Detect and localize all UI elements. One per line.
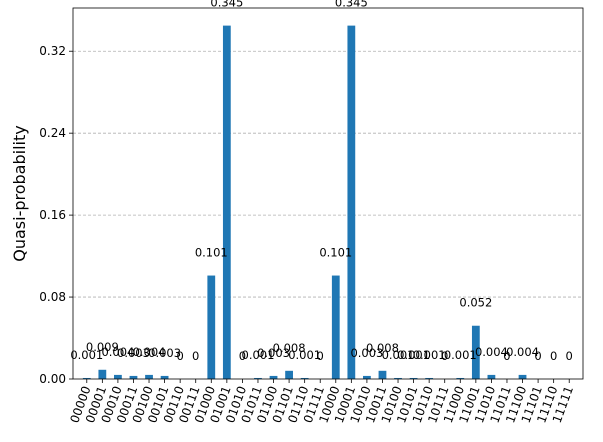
bars [82, 25, 527, 380]
y-tick-label: 0.16 [39, 208, 66, 222]
plot-frame [72, 7, 584, 380]
bar-00011 [129, 375, 138, 379]
bar-value-label-01011: 0.001 [242, 348, 275, 362]
bar-value-label-10101: 0.001 [397, 348, 430, 362]
bar-value-label-01111: 0 [317, 349, 324, 363]
bar-value-label-00101: 0.003 [148, 346, 181, 360]
bar-value-label-00010: 0.004 [101, 345, 134, 359]
bar-11010 [487, 374, 496, 379]
y-tick-label: 0.24 [39, 126, 66, 140]
bar-value-label-01100: 0.003 [257, 346, 290, 360]
bar-10101 [409, 377, 418, 379]
bar-value-label-11010: 0.004 [475, 345, 508, 359]
bar-value-label-00111: 0 [192, 349, 199, 363]
y-axis-label: Quasi-probability [10, 125, 29, 261]
bar-value-label-11110: 0 [550, 349, 557, 363]
bar-00010 [114, 374, 122, 379]
bar-10110 [425, 377, 434, 379]
bar-10010 [363, 375, 371, 379]
bar-value-label-10001: 0.345 [335, 0, 368, 10]
bar-value-label-01101: 0.008 [273, 341, 306, 355]
bar-value-label-00011: 0.003 [117, 346, 150, 360]
bar-value-label-00100: 0.004 [133, 345, 166, 359]
bar-00000 [82, 377, 91, 379]
bar-value-label-01010: 0 [239, 349, 246, 363]
bar-10000 [331, 275, 340, 379]
bar-value-label-11111: 0 [566, 349, 573, 363]
bar-value-label-11100: 0.004 [506, 345, 539, 359]
bar-value-label-10010: 0.003 [350, 346, 383, 360]
bar-11000 [456, 377, 465, 379]
bar-01100 [269, 375, 278, 379]
bar-value-label-00110: 0 [176, 349, 183, 363]
bar-00100 [145, 374, 153, 379]
bar-11001 [471, 325, 480, 379]
bar-10001 [347, 25, 356, 380]
bar-00001 [98, 369, 107, 379]
bar-value-label-10000: 0.101 [319, 246, 352, 260]
bar-01000 [207, 275, 216, 379]
bar-01001 [222, 25, 231, 380]
y-tick-label: 0.32 [39, 44, 66, 58]
bar-value-label-01000: 0.101 [195, 246, 228, 260]
bar-value-label-00001: 0.009 [86, 340, 119, 354]
bar-value-label-10011: 0.008 [366, 341, 399, 355]
bar-value-label-11000: 0.001 [444, 348, 477, 362]
bar-10100 [394, 377, 402, 379]
y-tick-label: 0.08 [39, 290, 66, 304]
bar-value-label-10100: 0.001 [382, 348, 415, 362]
y-axis-ticks: 0.00 0.08 0.16 0.24 0.32 [39, 44, 73, 386]
bar-value-label-10111: 0 [441, 349, 448, 363]
bar-01101 [285, 370, 293, 379]
bar-value-label-11101: 0 [534, 349, 541, 363]
bar-value-label-11001: 0.052 [459, 296, 492, 310]
bar-11100 [518, 374, 527, 379]
bar-00101 [160, 375, 169, 379]
bar-value-label-11011: 0 [503, 349, 510, 363]
bar-01011 [254, 377, 262, 379]
bar-01110 [300, 377, 309, 379]
bar-value-label-01110: 0.001 [288, 348, 321, 362]
bar-value-label-00000: 0.001 [70, 348, 103, 362]
bar-value-label-01001: 0.345 [210, 0, 243, 10]
y-tick-label: 0.00 [39, 372, 66, 386]
grid-lines [73, 50, 583, 298]
x-axis-ticks: 0000000001000100001100100001010011000111… [67, 379, 576, 425]
bar-10011 [378, 370, 387, 379]
bar-value-label-10110: 0.001 [413, 348, 446, 362]
